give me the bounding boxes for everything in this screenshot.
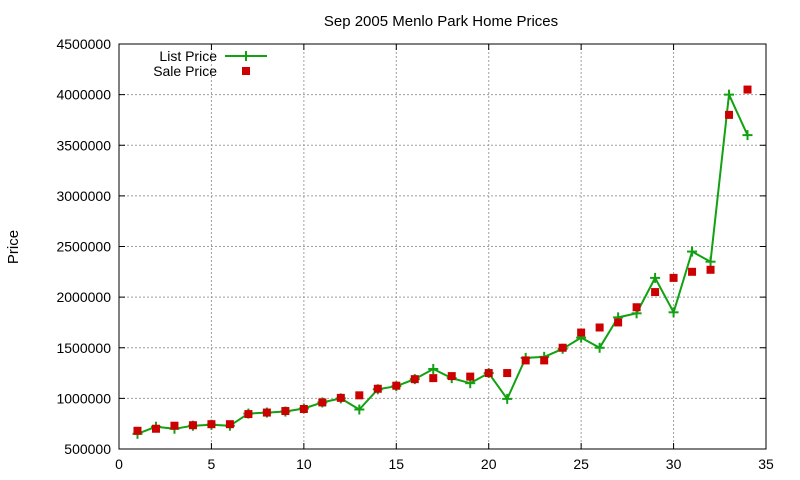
x-tick-label: 0 xyxy=(115,456,123,472)
sale-price-point xyxy=(521,356,530,365)
sale-price-point xyxy=(281,407,290,416)
list-price-point xyxy=(650,272,661,283)
list-price-point xyxy=(668,307,679,318)
sale-price-point xyxy=(373,384,382,393)
sale-price-point xyxy=(669,273,678,282)
sale-price-point xyxy=(503,369,512,378)
sale-price-point xyxy=(466,372,475,381)
list-price-point xyxy=(502,393,513,404)
sale-price-point xyxy=(725,110,734,119)
sale-price-point xyxy=(651,288,660,297)
sale-price-point xyxy=(614,318,623,327)
sale-price-point xyxy=(447,372,456,381)
list-price-point xyxy=(354,404,365,415)
sale-price-point xyxy=(170,421,179,430)
sale-price-point xyxy=(133,426,142,435)
y-tick-label: 3500000 xyxy=(56,137,111,153)
sale-price-point xyxy=(299,405,308,414)
list-price-point xyxy=(428,364,439,375)
chart-title: Sep 2005 Menlo Park Home Prices xyxy=(324,13,558,30)
y-tick-label: 1000000 xyxy=(56,390,111,406)
x-tick-label: 35 xyxy=(758,456,774,472)
sale-price-point xyxy=(336,393,345,402)
sale-price-point xyxy=(151,424,160,433)
x-tick-label: 15 xyxy=(388,456,404,472)
sale-price-point xyxy=(429,374,438,383)
sale-price-point xyxy=(262,408,271,417)
sale-price-point xyxy=(318,398,327,407)
sale-price-point xyxy=(632,303,641,312)
x-tick-label: 25 xyxy=(573,456,589,472)
sale-price-point xyxy=(392,381,401,390)
legend-label-list-price: List Price xyxy=(159,48,217,64)
legend-marker-sale-price xyxy=(242,67,250,75)
y-axis-label: Price xyxy=(5,230,22,264)
sale-price-point xyxy=(595,323,604,332)
list-price-line xyxy=(137,93,749,435)
x-tick-label: 5 xyxy=(208,456,216,472)
y-tick-label: 500000 xyxy=(64,441,111,457)
sale-price-point xyxy=(207,420,216,429)
legend-label-sale-price: Sale Price xyxy=(153,63,217,79)
list-price-point xyxy=(594,342,605,353)
x-tick-label: 30 xyxy=(666,456,682,472)
sale-price-point xyxy=(688,267,697,276)
sale-price-point xyxy=(743,85,752,94)
y-tick-label: 4500000 xyxy=(56,36,111,52)
list-price-point xyxy=(724,89,735,100)
list-price-point xyxy=(687,246,698,257)
tick-labels: 0 5 10 15 20 25 30 35 500000 1000000 1500000 200000… xyxy=(56,36,774,472)
series-layer xyxy=(132,85,753,439)
y-tick-label: 2000000 xyxy=(56,289,111,305)
sale-price-point xyxy=(244,410,253,419)
legend: List Price Sale Price xyxy=(153,48,267,79)
y-tick-label: 3000000 xyxy=(56,188,111,204)
x-tick-label: 20 xyxy=(481,456,497,472)
sale-price-point xyxy=(188,421,197,430)
sale-price-point xyxy=(558,343,567,352)
sale-price-point xyxy=(706,265,715,274)
sale-price-point xyxy=(410,375,419,384)
plot-frame xyxy=(118,43,767,450)
sale-price-point xyxy=(577,328,586,337)
list-price-point xyxy=(705,256,716,267)
x-tick-label: 10 xyxy=(296,456,312,472)
legend-marker-list-price xyxy=(241,51,251,61)
sale-price-point xyxy=(540,356,549,365)
y-tick-label: 2500000 xyxy=(56,239,111,255)
sale-price-point xyxy=(484,369,493,378)
y-tick-label: 1500000 xyxy=(56,340,111,356)
sale-price-point xyxy=(355,391,364,400)
y-tick-label: 4000000 xyxy=(56,87,111,103)
list-price-point xyxy=(742,130,753,141)
sale-price-point xyxy=(225,420,234,429)
